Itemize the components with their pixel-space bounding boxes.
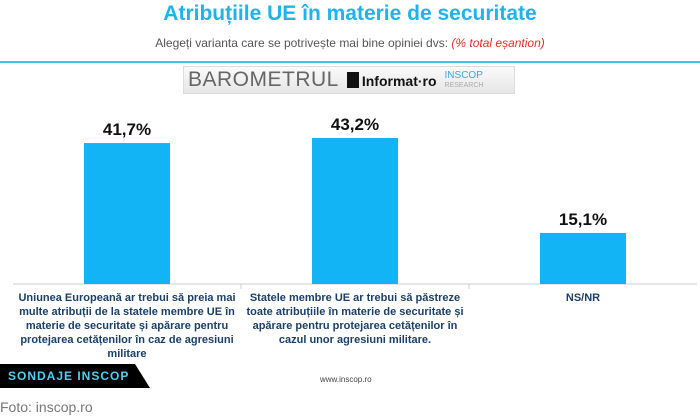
value-label: 15,1%	[559, 210, 607, 229]
category-label: NS/NR	[565, 292, 601, 304]
barometru-logo: BAROMETRUL	[188, 68, 339, 91]
informat-icon	[346, 71, 359, 88]
bar	[312, 137, 398, 284]
value-label: 41,7%	[103, 120, 151, 139]
informat-text: Informat·ro	[361, 72, 437, 89]
sondaje-badge: SONDAJE INSCOP	[0, 364, 150, 388]
value-label: 43,2%	[331, 115, 379, 134]
inscop-text: INSCOP	[444, 69, 483, 81]
logo-banner: BAROMETRUL Informat·ro INSCOP RESEARCH	[183, 66, 515, 94]
photo-credit: Foto: inscop.ro	[0, 399, 93, 415]
subtitle-question: Alegeți varianta care se potrivește mai …	[155, 36, 449, 50]
category-label: Statele membre UE ar trebui să păstreze …	[246, 292, 464, 346]
divider	[0, 61, 700, 63]
informat-logo: Informat·ro	[346, 71, 437, 89]
inscop-logo: INSCOP RESEARCH	[444, 69, 484, 90]
website-link[interactable]: www.inscop.ro	[320, 375, 372, 384]
bar	[84, 143, 170, 284]
research-text: RESEARCH	[444, 81, 484, 89]
chart-title: Atribuțiile UE în materie de securitate	[163, 2, 537, 25]
bar-chart: 41,7% 43,2% 15,1%	[13, 115, 697, 289]
chart-subtitle: Alegeți varianta care se potrivește mai …	[0, 36, 700, 50]
bar	[540, 232, 626, 284]
category-label: Uniunea Europeană ar trebui să preia mai…	[18, 292, 236, 360]
subtitle-note: (% total eșantion)	[451, 36, 545, 50]
